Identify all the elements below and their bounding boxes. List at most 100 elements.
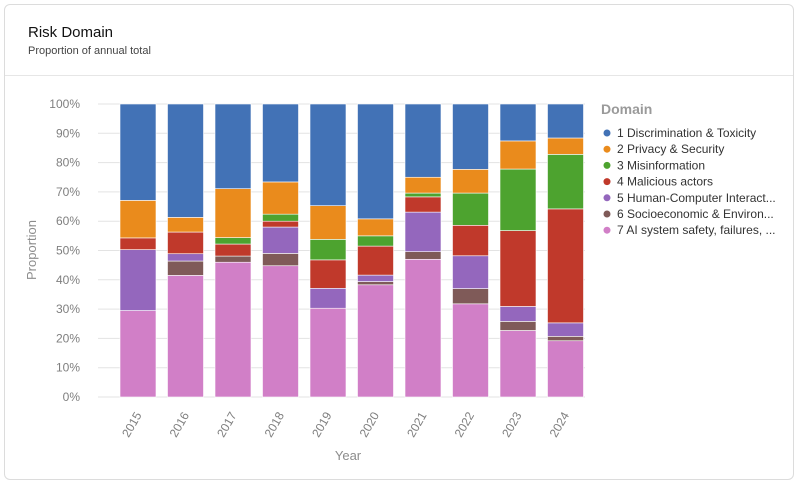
bar-segment[interactable] [357,274,394,282]
y-tick-label: 30% [56,302,80,316]
legend-item[interactable]: 5 Human-Computer Interact... [603,191,776,205]
bar-segment[interactable] [167,275,204,398]
x-tick-label: 2015 [119,409,145,439]
x-tick-label: 2019 [309,409,335,439]
legend: 1 Discrimination & Toxicity 2 Privacy & S… [603,126,776,237]
bar-segment[interactable] [262,103,299,183]
bar-segment[interactable] [309,307,347,398]
x-tick-label: 2021 [404,409,430,439]
bar-segment[interactable] [404,103,442,178]
y-tick-label: 60% [56,214,80,228]
x-axis-label: Year [335,448,362,463]
bar-segment[interactable] [309,205,347,240]
bar-segment[interactable] [262,253,299,267]
bar-segment[interactable] [404,196,442,213]
legend-item[interactable]: 3 Misinformation [603,158,706,172]
bar-segment[interactable] [357,281,394,286]
bar-segment[interactable] [404,251,442,260]
bar-segment[interactable] [452,225,489,257]
y-tick-label: 90% [56,126,80,140]
y-tick-label: 0% [63,390,81,404]
bar-segment[interactable] [452,169,489,194]
legend-item[interactable]: 4 Malicious actors [603,175,714,189]
x-tick-label: 2024 [547,409,573,439]
x-tick-label: 2020 [357,409,383,439]
x-tick-label: 2022 [452,409,478,439]
legend-item[interactable]: 7 AI system safety, failures, ... [603,223,776,237]
y-tick-label: 80% [56,156,80,170]
bar-segment[interactable] [357,103,394,220]
bar-segment[interactable] [262,213,299,222]
bar-segment[interactable] [357,218,394,237]
y-tick-label: 20% [56,331,80,345]
bar-segment[interactable] [499,321,537,331]
bar-segment[interactable] [547,336,584,342]
y-tick-label: 40% [56,273,80,287]
bar-segment[interactable] [262,220,299,228]
bar-segment[interactable] [309,259,347,289]
bar-segment[interactable] [167,260,204,276]
bar-segment[interactable] [547,208,584,324]
bar-segment[interactable] [119,200,157,239]
bar-segment[interactable] [167,217,204,233]
bar-segment[interactable] [547,154,584,210]
bar-segment[interactable] [309,287,347,309]
bar-segment[interactable] [214,243,252,257]
bar-segment[interactable] [214,188,252,238]
card-header: Risk Domain Proportion of annual total [5,5,793,76]
bar-segment[interactable] [452,255,489,289]
bar-segment[interactable] [499,230,537,307]
legend-item[interactable]: 2 Privacy & Security [603,142,725,156]
legend-title: Domain [601,101,652,117]
bar-segment[interactable] [357,245,394,276]
bar-segment[interactable] [452,192,489,226]
bar-segment[interactable] [262,226,299,254]
legend-item[interactable]: 6 Socioeconomic & Environ... [603,207,774,221]
bar-segment[interactable] [452,303,489,398]
bar-segment[interactable] [214,255,252,263]
bar-segment[interactable] [404,258,442,398]
legend-swatch [603,145,611,153]
bar-segment[interactable] [452,103,489,170]
bar-segment[interactable] [262,181,299,215]
bar-segment[interactable] [309,239,347,261]
bar-segment[interactable] [499,330,537,398]
bar-segment[interactable] [404,211,442,252]
bar-segment[interactable] [167,103,204,218]
chart-subtitle: Proportion of annual total [28,45,151,57]
bar-segment[interactable] [547,103,584,139]
bar-segment[interactable] [167,231,204,255]
bar-segment[interactable] [214,237,252,245]
bar-segment[interactable] [119,103,157,201]
bar-segment[interactable] [119,237,157,250]
bars [119,103,584,398]
bar-segment[interactable] [262,265,299,398]
legend-item[interactable]: 1 Discrimination & Toxicity [603,126,757,140]
bar-segment[interactable] [214,261,252,398]
bar-segment[interactable] [309,103,347,206]
legend-label: 4 Malicious actors [617,175,713,189]
bar-segment[interactable] [404,192,442,198]
bar-segment[interactable] [499,103,537,142]
x-tick-label: 2016 [167,409,193,439]
bar-segment[interactable] [499,306,537,322]
bar-segment[interactable] [547,340,584,398]
bar-segment[interactable] [357,235,394,247]
bar-segment[interactable] [404,176,442,194]
y-axis-label: Proportion [24,220,39,280]
y-tick-label: 70% [56,185,80,199]
bar-segment[interactable] [499,140,537,170]
bar-segment[interactable] [499,168,537,231]
bar-segment[interactable] [167,253,204,262]
bar-segment[interactable] [119,310,157,398]
y-tick-label: 100% [49,97,80,111]
y-axis-ticks: 0% 10% 20% 30% 40% 50% 60% 70% 80% 90% 100% [49,97,80,404]
legend-label: 5 Human-Computer Interact... [617,191,776,205]
bar-segment[interactable] [547,322,584,337]
bar-segment[interactable] [119,249,157,311]
bar-segment[interactable] [547,137,584,155]
x-axis-ticks: 2015 2016 2017 2018 2019 2020 2021 2022 2023 2024 [119,409,572,439]
bar-segment[interactable] [357,284,394,398]
bar-segment[interactable] [214,103,252,189]
bar-segment[interactable] [452,288,489,305]
